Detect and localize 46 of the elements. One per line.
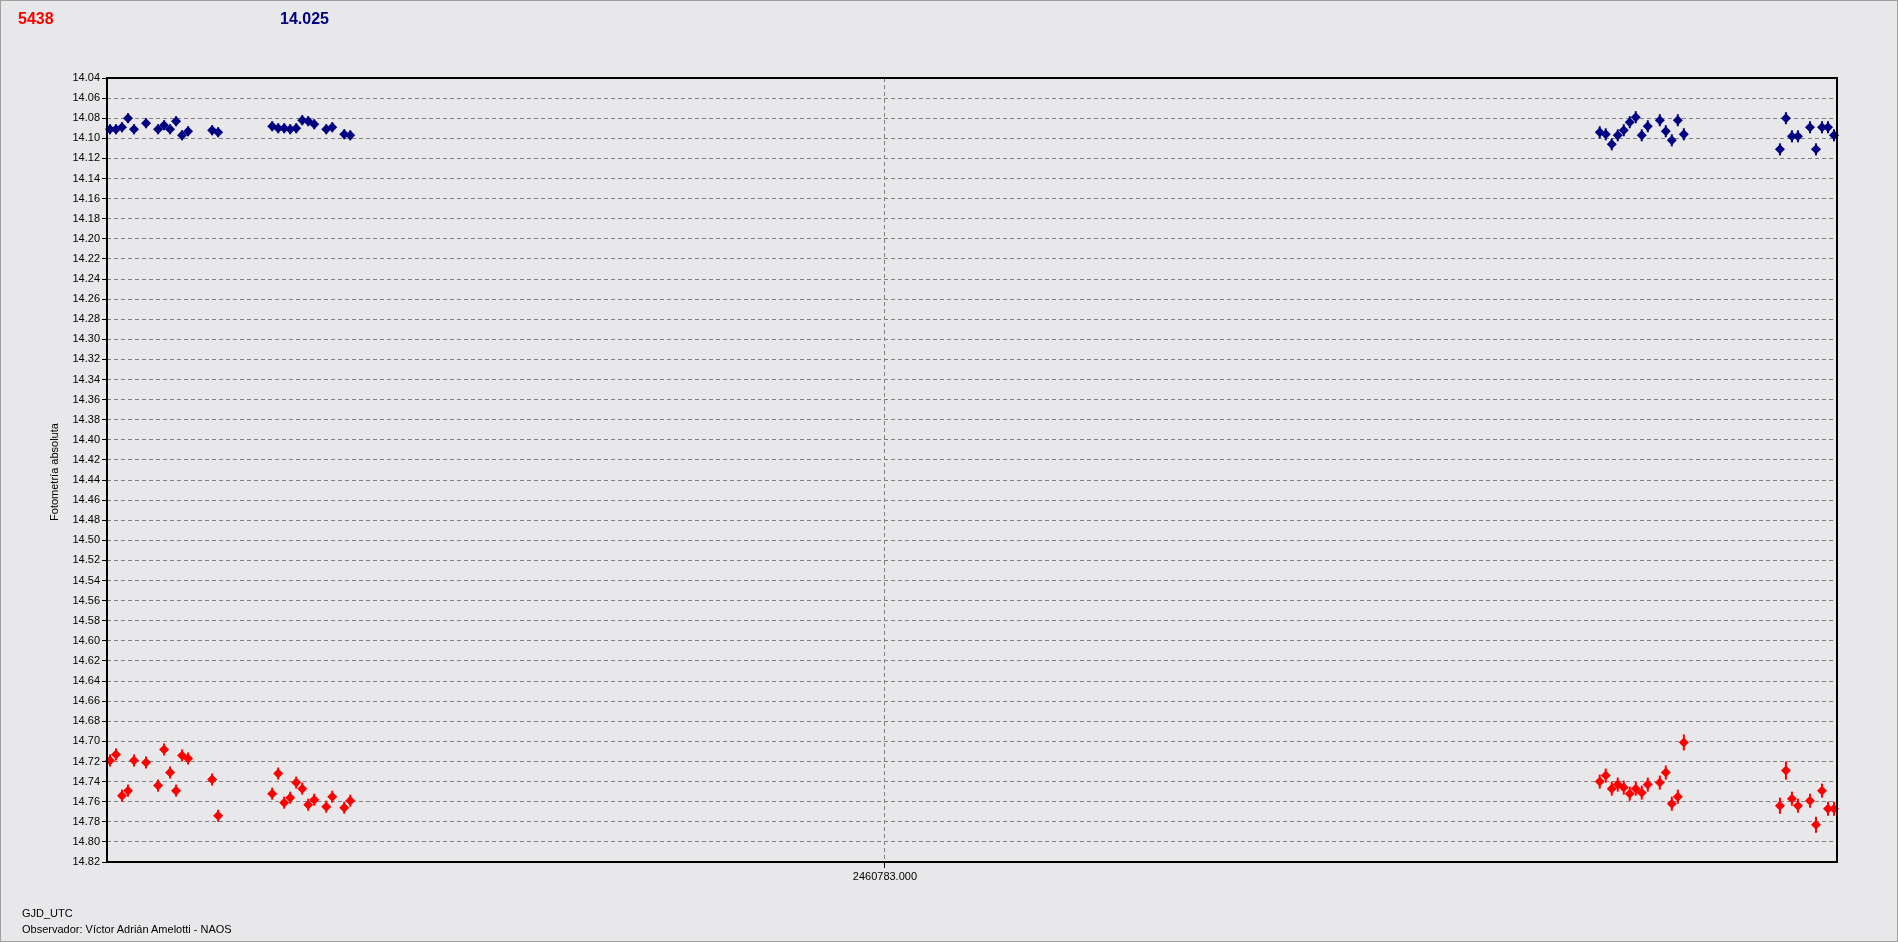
y-tick-label: 14.56	[72, 593, 100, 606]
y-tick-label: 14.70	[72, 734, 100, 747]
y-tick-label: 14.10	[72, 131, 100, 144]
y-tick-label: 14.64	[72, 674, 100, 687]
y-tick-label: 14.52	[72, 553, 100, 566]
y-tick-label: 14.18	[72, 211, 100, 224]
y-tick-label: 14.66	[72, 694, 100, 707]
y-tick-label: 14.58	[72, 613, 100, 626]
y-tick-label: 14.28	[72, 312, 100, 325]
y-tick-label: 14.62	[72, 654, 100, 667]
y-tick-label: 14.48	[72, 513, 100, 526]
y-tick-label: 14.54	[72, 573, 100, 586]
y-tick-label: 14.26	[72, 292, 100, 305]
y-tick-label: 14.82	[72, 855, 100, 868]
y-tick-label: 14.60	[72, 633, 100, 646]
y-tick-label: 14.08	[72, 111, 100, 124]
y-tick-label: 14.68	[72, 714, 100, 727]
y-tick-label: 14.04	[72, 71, 100, 84]
y-tick-label: 14.32	[72, 352, 100, 365]
y-tick-label: 14.24	[72, 272, 100, 285]
text: Observador: Víctor Adrián Amelotti - NAOS	[22, 923, 232, 936]
y-tick-label: 14.40	[72, 432, 100, 445]
y-tick-label: 14.78	[72, 814, 100, 827]
y-tick-label: 14.22	[72, 251, 100, 264]
y-tick-label: 14.16	[72, 191, 100, 204]
y-tick-label: 14.38	[72, 412, 100, 425]
y-tick-label: 14.12	[72, 151, 100, 164]
y-tick-label: 14.14	[72, 171, 100, 184]
y-tick-label: 14.34	[72, 372, 100, 385]
y-tick-label: 14.80	[72, 834, 100, 847]
y-tick-label: 14.06	[72, 91, 100, 104]
y-tick-label: 14.76	[72, 794, 100, 807]
x-tick-label: 2460783.000	[852, 869, 918, 882]
text: 14.025	[280, 10, 329, 27]
y-tick-label: 14.20	[72, 231, 100, 244]
y-tick-label: 14.42	[72, 452, 100, 465]
y-tick-label: 14.36	[72, 392, 100, 405]
y-tick-label: 14.30	[72, 332, 100, 345]
y-tick-label: 14.72	[72, 754, 100, 767]
y-axis-title: Fotometría absoluta	[47, 423, 61, 521]
text: 5438	[18, 10, 54, 27]
x-axis-title: GJD_UTC	[22, 907, 73, 920]
y-tick-label: 14.50	[72, 533, 100, 546]
y-tick-label: 14.44	[72, 473, 100, 486]
y-tick-label: 14.46	[72, 493, 100, 506]
y-tick-label: 14.74	[72, 774, 100, 787]
